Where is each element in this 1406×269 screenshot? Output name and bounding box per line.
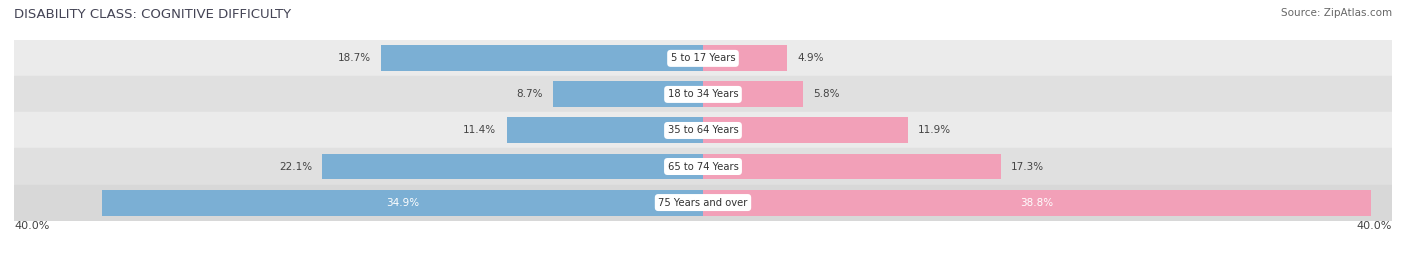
Bar [381,45,703,71]
Text: 18.7%: 18.7% [337,53,371,63]
Text: 38.8%: 38.8% [1021,197,1053,208]
Text: 8.7%: 8.7% [516,89,543,100]
Text: 40.0%: 40.0% [14,221,49,231]
Bar [506,118,703,143]
Text: 5.8%: 5.8% [813,89,839,100]
Bar [322,154,703,179]
Bar [703,82,803,107]
Text: 35 to 64 Years: 35 to 64 Years [668,125,738,136]
Text: Source: ZipAtlas.com: Source: ZipAtlas.com [1281,8,1392,18]
Bar [14,185,1392,221]
Text: 65 to 74 Years: 65 to 74 Years [668,161,738,172]
Bar [703,154,1001,179]
Text: 5 to 17 Years: 5 to 17 Years [671,53,735,63]
Bar [703,118,908,143]
Text: 18 to 34 Years: 18 to 34 Years [668,89,738,100]
Bar [14,148,1392,185]
Text: DISABILITY CLASS: COGNITIVE DIFFICULTY: DISABILITY CLASS: COGNITIVE DIFFICULTY [14,8,291,21]
Text: 22.1%: 22.1% [278,161,312,172]
Text: 34.9%: 34.9% [385,197,419,208]
Bar [14,112,1392,148]
Text: 11.4%: 11.4% [463,125,496,136]
Text: 11.9%: 11.9% [918,125,952,136]
Bar [14,76,1392,112]
Bar [101,190,703,215]
Bar [14,40,1392,76]
Text: 75 Years and over: 75 Years and over [658,197,748,208]
Text: 4.9%: 4.9% [797,53,824,63]
Bar [553,82,703,107]
Text: 17.3%: 17.3% [1011,161,1045,172]
Bar [703,190,1371,215]
Text: 40.0%: 40.0% [1357,221,1392,231]
Bar [703,45,787,71]
